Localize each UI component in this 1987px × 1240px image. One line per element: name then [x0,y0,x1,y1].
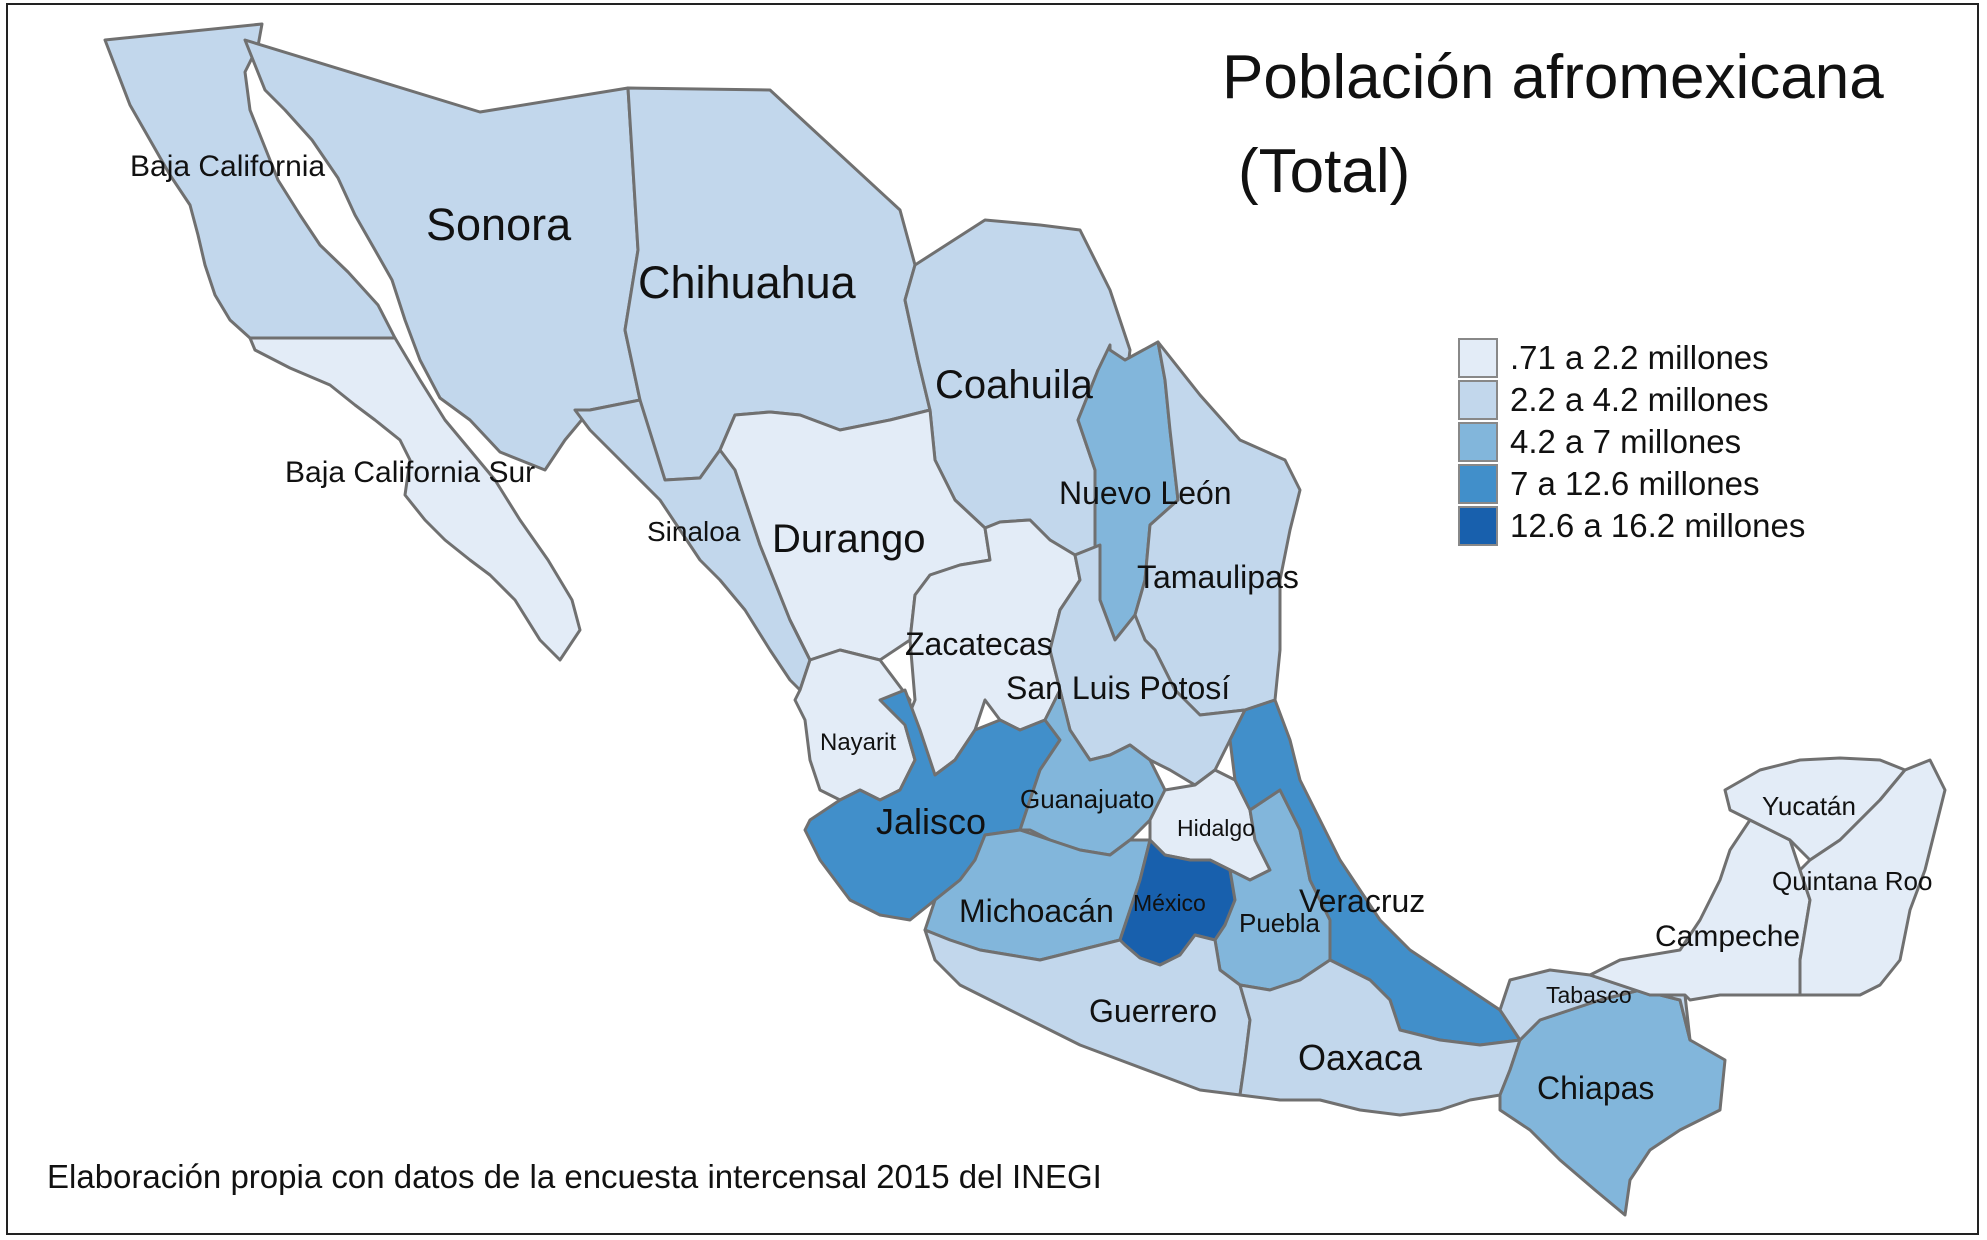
label-michoacan: Michoacán [959,893,1114,929]
map-title: Población afromexicana [1222,43,1884,112]
source-note: Elaboración propia con datos de la encue… [47,1158,1102,1195]
label-veracruz: Veracruz [1299,883,1425,919]
label-chihuahua: Chihuahua [638,257,857,308]
label-quintana-roo: Quintana Roo [1772,866,1932,896]
label-campeche: Campeche [1655,920,1800,953]
label-baja-california: Baja California [130,150,325,183]
label-san-luis-potosi: San Luis Potosí [1006,670,1230,706]
legend-item: 7 a 12.6 millones [1458,463,1805,505]
state-baja-california[interactable] [103,22,397,340]
legend-item: 4.2 a 7 millones [1458,421,1805,463]
legend-swatch [1458,464,1498,504]
label-chiapas: Chiapas [1537,1070,1654,1106]
label-guanajuato: Guanajuato [1020,784,1154,814]
map-subtitle: (Total) [1238,137,1411,206]
legend-item: .71 a 2.2 millones [1458,337,1805,379]
label-jalisco: Jalisco [876,801,986,842]
label-guerrero: Guerrero [1089,993,1217,1029]
label-durango: Durango [772,517,925,561]
label-nuevo-leon: Nuevo León [1059,475,1232,511]
legend-swatch [1458,506,1498,546]
state-tabasco[interactable] [1498,968,1692,1042]
label-yucatan: Yucatán [1762,791,1856,821]
state-baja-california-sur[interactable] [248,336,582,662]
label-mexico: México [1133,890,1206,916]
label-baja-california-sur: Baja California Sur [285,456,535,489]
legend: .71 a 2.2 millones 2.2 a 4.2 millones 4.… [1458,337,1805,547]
legend-item: 12.6 a 16.2 millones [1458,505,1805,547]
state-quintana-roo[interactable] [1798,758,1947,997]
label-sonora: Sonora [426,199,572,250]
label-hidalgo: Hidalgo [1177,815,1255,841]
legend-swatch [1458,338,1498,378]
legend-swatch [1458,422,1498,462]
legend-label: 2.2 a 4.2 millones [1510,381,1769,418]
legend-label: 12.6 a 16.2 millones [1510,507,1806,544]
legend-swatch [1458,380,1498,420]
legend-label: .71 a 2.2 millones [1510,339,1769,376]
legend-item: 2.2 a 4.2 millones [1458,379,1805,421]
state-guerrero[interactable] [923,928,1252,1097]
legend-label: 4.2 a 7 millones [1510,423,1742,460]
label-tabasco: Tabasco [1546,982,1632,1008]
label-sinaloa: Sinaloa [647,516,741,547]
label-puebla: Puebla [1239,908,1320,938]
label-tamaulipas: Tamaulipas [1137,559,1299,595]
legend-label: 7 a 12.6 millones [1510,465,1760,502]
label-nayarit: Nayarit [820,729,896,756]
label-oaxaca: Oaxaca [1298,1037,1423,1078]
state-campeche[interactable] [1588,818,1812,1002]
label-coahuila: Coahuila [935,363,1094,407]
label-zacatecas: Zacatecas [905,626,1053,662]
